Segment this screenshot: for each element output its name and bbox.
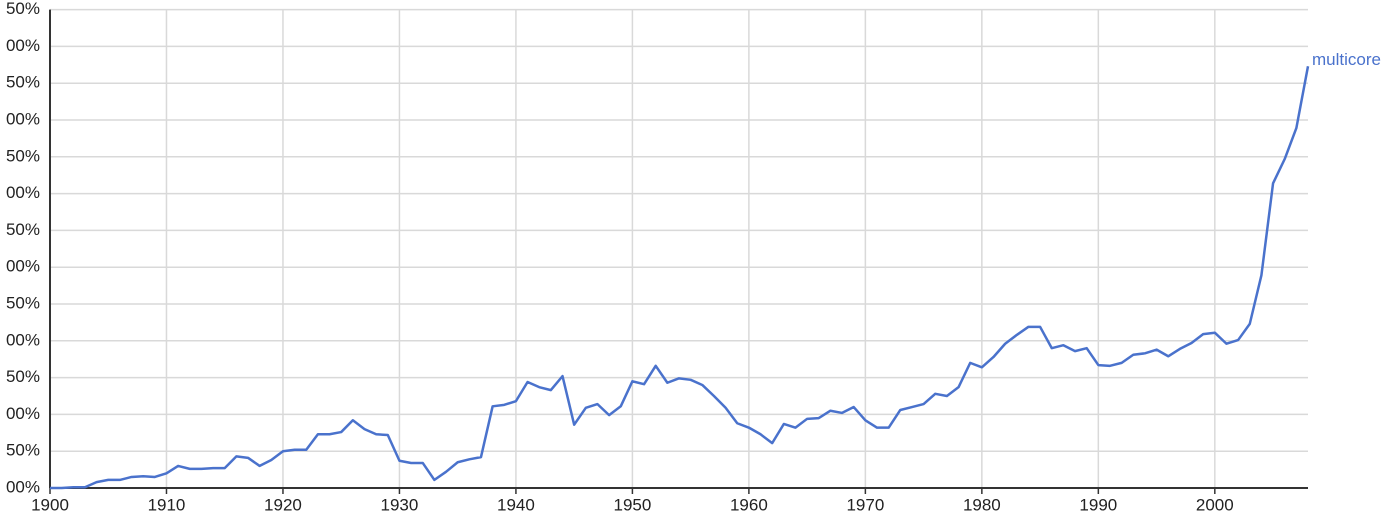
y-tick-label: 00% [6,257,40,276]
y-tick-label: 50% [6,367,40,386]
x-tick-label: 2000 [1196,495,1234,514]
data-line [50,66,1310,490]
x-tick-label: 1920 [264,495,302,514]
y-tick-label: 00% [6,477,40,496]
y-tick-label: 00% [6,183,40,202]
series-label: multicore [1312,50,1381,69]
y-tick-label: 00% [6,404,40,423]
x-tick-label: 1910 [148,495,186,514]
x-tick-label: 1980 [963,495,1001,514]
y-tick-label: 50% [6,0,40,18]
y-tick-label: 50% [6,220,40,239]
y-tick-label: 00% [6,109,40,128]
y-tick-label: 50% [6,146,40,165]
x-tick-label: 1930 [381,495,419,514]
y-tick-label: 50% [6,73,40,92]
x-tick-label: 1970 [846,495,884,514]
y-tick-label: 50% [6,293,40,312]
x-tick-label: 1940 [497,495,535,514]
x-tick-label: 1900 [31,495,69,514]
x-tick-label: 1960 [730,495,768,514]
x-tick-label: 1990 [1079,495,1117,514]
x-tick-label: 1950 [613,495,651,514]
y-tick-label: 00% [6,36,40,55]
y-tick-label: 50% [6,441,40,460]
y-tick-label: 00% [6,330,40,349]
